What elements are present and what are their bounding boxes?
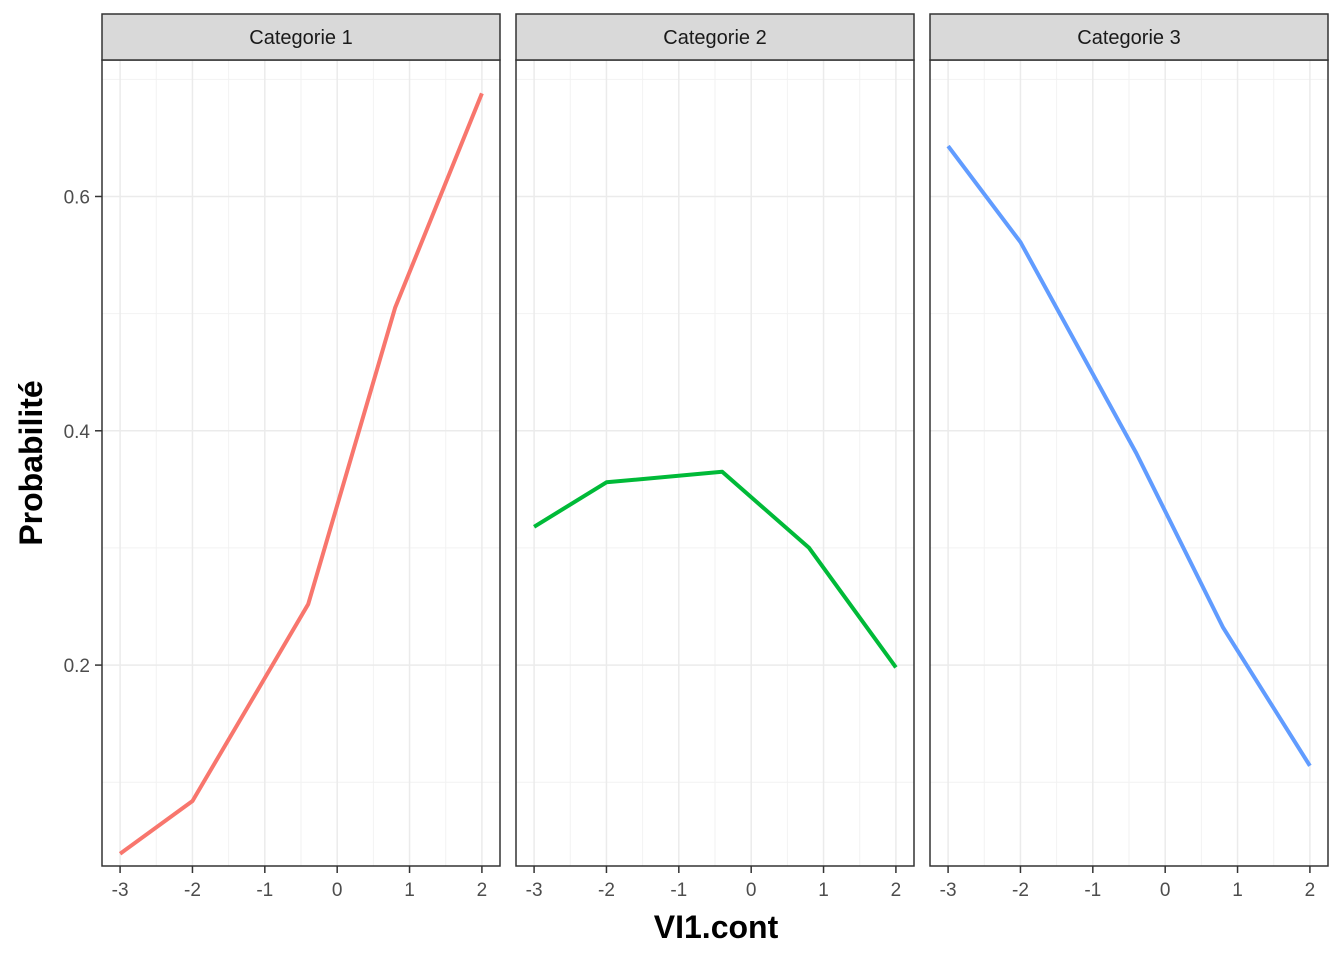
- x-axis-title: VI1.cont: [654, 909, 779, 945]
- x-tick-label: 0: [746, 880, 757, 901]
- y-axis-title: Probabilité: [13, 380, 49, 545]
- series-line-3: [946, 144, 1312, 767]
- x-tick-label: 2: [1305, 880, 1316, 901]
- x-tick-label: 1: [1232, 880, 1243, 901]
- y-tick-label: 0.4: [64, 422, 91, 443]
- x-tick-label: -2: [184, 880, 201, 901]
- x-tick-label: 2: [891, 880, 902, 901]
- facet-panel-3: Categorie 3: [929, 13, 1329, 867]
- x-tick-label: -3: [112, 880, 129, 901]
- gridlines: [516, 60, 914, 866]
- gridlines: [102, 60, 500, 866]
- facet-panel-2: Categorie 2: [515, 13, 915, 867]
- x-tick-label: -3: [940, 880, 957, 901]
- facet-strip: [929, 13, 1329, 61]
- series-line-2: [533, 469, 898, 669]
- x-tick-label: -1: [670, 880, 687, 901]
- x-tick-label: 2: [477, 880, 488, 901]
- facet-strip-label: Categorie 1: [249, 27, 352, 49]
- facet-strip: [515, 13, 915, 61]
- facet-strip: [101, 13, 501, 61]
- y-axis-ticks: 0.2 0.4 0.6: [64, 187, 102, 677]
- x-tick-label: -1: [256, 880, 273, 901]
- x-axis-ticks: -3 -2 -1 0 1 2 -3 -2 -1 0 1 2 -3 -2 -1 0 1 2: [112, 866, 1316, 901]
- x-tick-label: -3: [526, 880, 543, 901]
- x-tick-label: 0: [332, 880, 343, 901]
- x-tick-label: -2: [1012, 880, 1029, 901]
- facet-strip-label: Categorie 3: [1077, 27, 1180, 49]
- y-tick-label: 0.6: [64, 187, 90, 208]
- x-tick-label: -2: [598, 880, 615, 901]
- facet-panels: Categorie 1 Categorie 2 Categorie 3: [101, 13, 1329, 867]
- x-tick-label: -1: [1084, 880, 1101, 901]
- facet-panel-1: Categorie 1: [101, 13, 501, 867]
- facet-strip-label: Categorie 2: [663, 27, 766, 49]
- y-tick-label: 0.2: [64, 656, 90, 677]
- gridlines: [930, 60, 1328, 866]
- x-tick-label: 0: [1160, 880, 1171, 901]
- x-tick-label: 1: [818, 880, 829, 901]
- x-tick-label: 1: [404, 880, 415, 901]
- series-line-1: [118, 92, 484, 856]
